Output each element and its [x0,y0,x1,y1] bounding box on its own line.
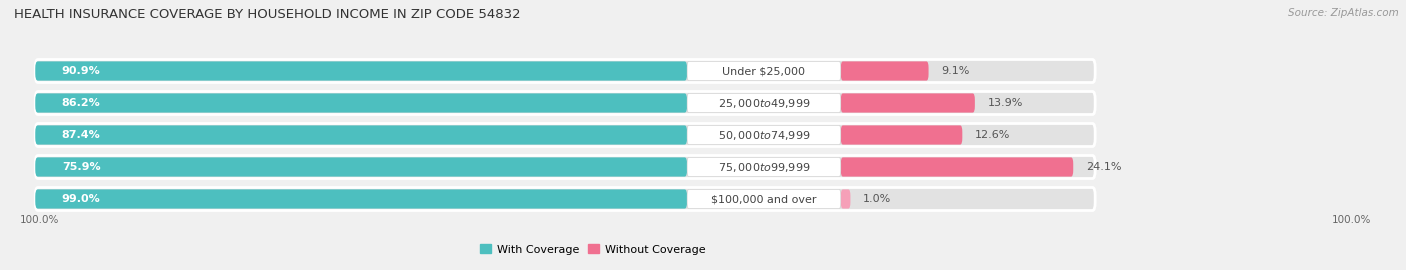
Text: 90.9%: 90.9% [62,66,100,76]
FancyBboxPatch shape [35,156,1095,178]
FancyBboxPatch shape [35,187,1095,211]
Text: $75,000 to $99,999: $75,000 to $99,999 [717,160,810,174]
FancyBboxPatch shape [688,189,841,209]
FancyBboxPatch shape [841,61,928,81]
Text: HEALTH INSURANCE COVERAGE BY HOUSEHOLD INCOME IN ZIP CODE 54832: HEALTH INSURANCE COVERAGE BY HOUSEHOLD I… [14,8,520,21]
Text: $25,000 to $49,999: $25,000 to $49,999 [717,96,810,110]
Text: Source: ZipAtlas.com: Source: ZipAtlas.com [1288,8,1399,18]
FancyBboxPatch shape [688,61,841,81]
FancyBboxPatch shape [35,59,1095,83]
Text: 100.0%: 100.0% [1331,215,1371,225]
Text: 12.6%: 12.6% [974,130,1011,140]
FancyBboxPatch shape [35,189,688,209]
Text: 87.4%: 87.4% [62,130,100,140]
FancyBboxPatch shape [841,125,962,145]
Text: 100.0%: 100.0% [20,215,59,225]
FancyBboxPatch shape [35,93,688,113]
FancyBboxPatch shape [35,123,1095,147]
FancyBboxPatch shape [688,157,841,177]
FancyBboxPatch shape [35,61,688,81]
FancyBboxPatch shape [35,157,688,177]
Text: 24.1%: 24.1% [1085,162,1122,172]
Text: 86.2%: 86.2% [62,98,100,108]
FancyBboxPatch shape [35,125,688,145]
Text: 99.0%: 99.0% [62,194,100,204]
FancyBboxPatch shape [841,93,974,113]
FancyBboxPatch shape [35,92,1095,114]
Legend: With Coverage, Without Coverage: With Coverage, Without Coverage [475,240,710,259]
Text: $50,000 to $74,999: $50,000 to $74,999 [717,129,810,141]
Text: 13.9%: 13.9% [987,98,1024,108]
Text: 75.9%: 75.9% [62,162,100,172]
FancyBboxPatch shape [841,157,1073,177]
FancyBboxPatch shape [688,93,841,113]
FancyBboxPatch shape [688,125,841,145]
Text: Under $25,000: Under $25,000 [723,66,806,76]
FancyBboxPatch shape [841,189,851,209]
Text: $100,000 and over: $100,000 and over [711,194,817,204]
Text: 1.0%: 1.0% [863,194,891,204]
Text: 9.1%: 9.1% [941,66,970,76]
